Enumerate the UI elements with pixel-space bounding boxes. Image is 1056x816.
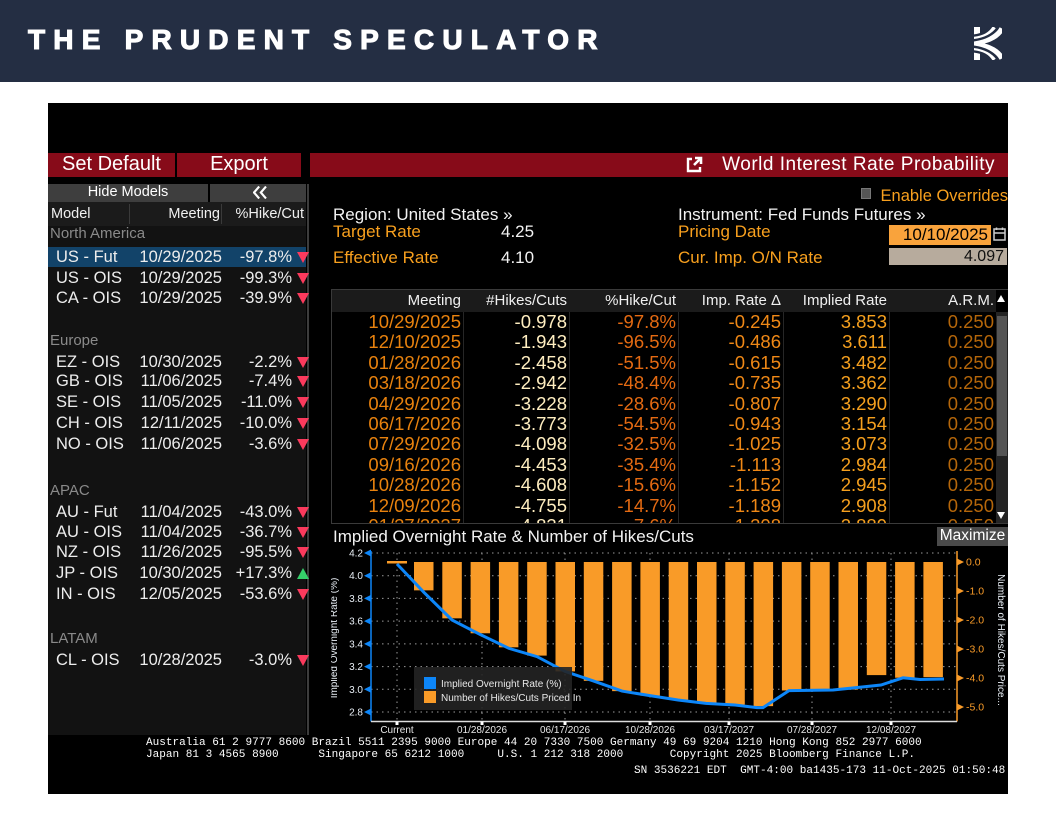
svg-text:3.8: 3.8 xyxy=(349,594,363,605)
svg-text:-3.0: -3.0 xyxy=(966,644,984,656)
svg-text:2.8: 2.8 xyxy=(349,707,363,718)
svg-text:3.0: 3.0 xyxy=(349,685,363,696)
svg-text:01/28/2026: 01/28/2026 xyxy=(457,725,507,736)
svg-text:-4.0: -4.0 xyxy=(966,673,984,685)
svg-text:10/28/2026: 10/28/2026 xyxy=(625,725,675,736)
svg-text:Number of Hikes/Cuts Price...: Number of Hikes/Cuts Price... xyxy=(995,574,1006,706)
svg-text:Number of Hikes/Cuts Priced In: Number of Hikes/Cuts Priced In xyxy=(441,693,581,704)
svg-text:12/08/2027: 12/08/2027 xyxy=(866,725,916,736)
svg-text:3.6: 3.6 xyxy=(349,617,363,628)
svg-text:0.0: 0.0 xyxy=(966,557,981,569)
svg-text:Implied Overnight Rate (%): Implied Overnight Rate (%) xyxy=(331,578,340,699)
svg-text:3.4: 3.4 xyxy=(349,639,363,650)
svg-text:06/17/2026: 06/17/2026 xyxy=(540,725,590,736)
svg-text:3.2: 3.2 xyxy=(349,662,363,673)
svg-text:4.0: 4.0 xyxy=(349,571,363,582)
svg-text:Current: Current xyxy=(380,725,414,736)
svg-text:-5.0: -5.0 xyxy=(966,702,984,714)
svg-text:4.2: 4.2 xyxy=(349,549,363,560)
svg-text:-1.0: -1.0 xyxy=(966,586,984,598)
svg-text:03/17/2027: 03/17/2027 xyxy=(704,725,754,736)
svg-text:07/28/2027: 07/28/2027 xyxy=(787,725,837,736)
svg-text:-2.0: -2.0 xyxy=(966,615,984,627)
svg-text:Implied Overnight Rate (%): Implied Overnight Rate (%) xyxy=(441,679,562,690)
